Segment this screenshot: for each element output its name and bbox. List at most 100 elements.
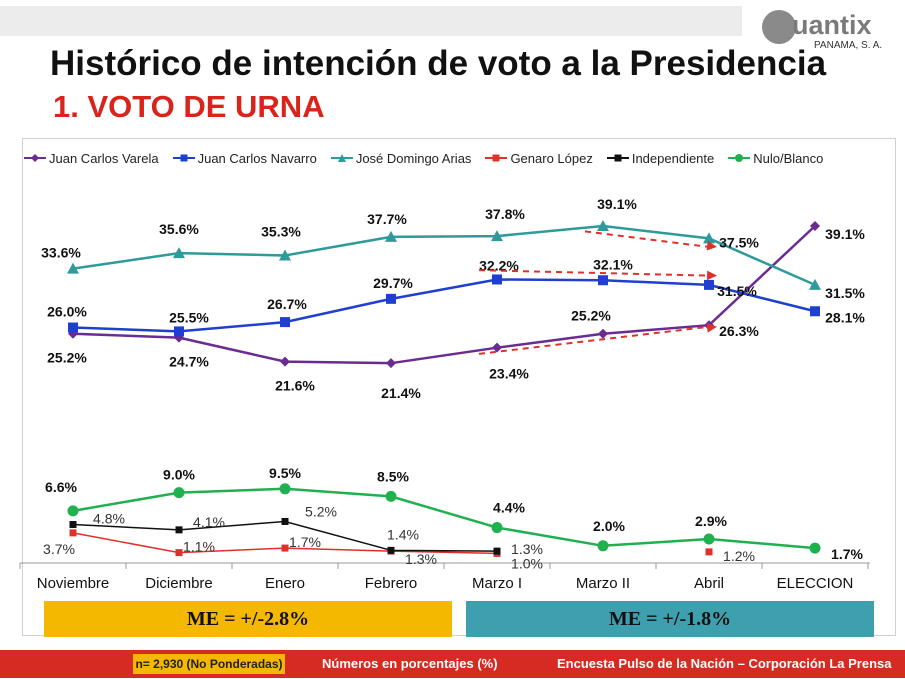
juan-carlos-navarro-data-label: 32.1% bbox=[593, 256, 633, 272]
independiente-point bbox=[493, 547, 501, 555]
units-note: Números en porcentajes (%) bbox=[322, 656, 498, 671]
juan-carlos-varela-data-label: 25.2% bbox=[47, 350, 87, 366]
independiente-data-label: 4.1% bbox=[193, 514, 225, 530]
genaro-lopez-point bbox=[705, 548, 713, 556]
independiente-point bbox=[175, 526, 183, 534]
nulo-blanco-data-label: 4.4% bbox=[493, 500, 525, 516]
page-title: Histórico de intención de voto a la Pres… bbox=[50, 44, 827, 83]
legend-item-juan-carlos-navarro: Juan Carlos Navarro bbox=[172, 150, 317, 166]
nulo-blanco-data-label: 8.5% bbox=[377, 468, 409, 484]
jose-domingo-arias-point bbox=[385, 230, 397, 242]
sample-size: n= 2,930 (No Ponderadas) bbox=[133, 654, 285, 674]
chart-legend: Juan Carlos Varela Juan Carlos Navarro Jos… bbox=[24, 146, 894, 170]
nulo-blanco-data-label: 2.9% bbox=[695, 513, 727, 529]
juan-carlos-navarro-point bbox=[386, 293, 396, 304]
legend-label: Nulo/Blanco bbox=[753, 150, 824, 166]
juan-carlos-navarro-data-label: 32.2% bbox=[479, 257, 519, 273]
juan-carlos-navarro-line bbox=[72, 278, 816, 333]
independiente-data-label: 5.2% bbox=[305, 503, 337, 519]
legend-circle-icon bbox=[728, 154, 751, 162]
x-tick-label: Abril bbox=[694, 575, 724, 592]
nulo-blanco-data-label: 9.0% bbox=[163, 467, 195, 483]
jose-domingo-arias-point bbox=[597, 220, 609, 231]
legend-item-juan-carlos-varela: Juan Carlos Varela bbox=[24, 151, 159, 166]
nulo-blanco-data-label: 6.6% bbox=[45, 479, 77, 495]
nulo-blanco-point bbox=[703, 533, 715, 545]
juan-carlos-navarro-point bbox=[704, 279, 714, 290]
legend-square-icon bbox=[172, 154, 195, 162]
genaro-lopez-data-label: 3.7% bbox=[43, 541, 75, 557]
genaro-lopez-data-label: 1.0% bbox=[511, 555, 543, 571]
nulo-blanco-point bbox=[279, 483, 291, 495]
legend-label: Juan Carlos Navarro bbox=[197, 150, 317, 166]
juan-carlos-varela-line bbox=[72, 225, 816, 365]
nulo-blanco-point bbox=[385, 490, 397, 502]
trend-arrow-head-icon bbox=[706, 241, 717, 251]
juan-carlos-varela-point bbox=[810, 221, 820, 231]
company-logo: uantix PANAMA, S. A. bbox=[762, 8, 898, 56]
margin-of-error-right: ME = +/-1.8% bbox=[466, 601, 874, 637]
juan-carlos-varela-data-label: 26.3% bbox=[719, 323, 759, 339]
x-tick-label: Diciembre bbox=[145, 575, 213, 592]
independiente-data-label: 4.8% bbox=[93, 511, 125, 527]
juan-carlos-varela-point bbox=[492, 342, 502, 353]
juan-carlos-navarro-point bbox=[810, 306, 820, 317]
legend-diamond-icon bbox=[24, 154, 46, 162]
jose-domingo-arias-data-label: 31.5% bbox=[825, 285, 865, 301]
top-bar bbox=[0, 6, 742, 36]
genaro-lopez-data-label: 1.3% bbox=[405, 551, 437, 567]
genaro-lopez-point bbox=[281, 544, 289, 552]
trend-arrow-line bbox=[478, 269, 710, 277]
nulo-blanco-point bbox=[809, 542, 821, 554]
jose-domingo-arias-data-label: 33.6% bbox=[41, 245, 81, 261]
nulo-blanco-data-label: 2.0% bbox=[593, 518, 625, 534]
trend-arrow-line bbox=[478, 325, 710, 355]
trend-arrow-line bbox=[584, 230, 710, 248]
nulo-blanco-point bbox=[173, 487, 185, 499]
line-chart: Noviembre Diciembre Enero Febrero Marzo I Mar… bbox=[19, 196, 870, 592]
independiente-point bbox=[281, 517, 289, 525]
genaro-lopez-data-label: 1.2% bbox=[723, 548, 755, 564]
logo-q-icon bbox=[762, 10, 796, 44]
jose-domingo-arias-data-label: 35.6% bbox=[159, 221, 199, 237]
juan-carlos-navarro-data-label: 28.1% bbox=[825, 309, 865, 325]
trend-arrow-head-icon bbox=[706, 270, 717, 281]
legend-square-icon bbox=[606, 154, 629, 162]
footer-bar: n= 2,930 (No Ponderadas) Números en porc… bbox=[0, 650, 905, 678]
nulo-blanco-point bbox=[67, 505, 79, 517]
jose-domingo-arias-data-label: 39.1% bbox=[597, 196, 637, 212]
juan-carlos-varela-data-label: 39.1% bbox=[825, 226, 865, 242]
jose-domingo-arias-point bbox=[703, 232, 715, 244]
legend-label: Juan Carlos Varela bbox=[49, 150, 159, 166]
logo-subtext: PANAMA, S. A. bbox=[814, 40, 883, 51]
legend-item-jose-domingo-arias: José Domingo Arias bbox=[330, 150, 472, 166]
legend-square-icon bbox=[485, 154, 508, 162]
juan-carlos-varela-data-label: 21.4% bbox=[381, 385, 421, 401]
genaro-lopez-point bbox=[175, 549, 183, 557]
jose-domingo-arias-data-label: 37.8% bbox=[485, 206, 525, 222]
juan-carlos-varela-data-label: 21.6% bbox=[275, 378, 315, 394]
genaro-lopez-data-label: 1.1% bbox=[183, 539, 215, 555]
juan-carlos-varela-point bbox=[386, 358, 396, 369]
juan-carlos-navarro-point bbox=[174, 326, 184, 337]
juan-carlos-varela-data-label: 23.4% bbox=[489, 366, 529, 382]
independiente-data-label: 1.3% bbox=[511, 541, 543, 557]
juan-carlos-varela-point bbox=[280, 356, 290, 367]
juan-carlos-varela-data-label: 25.2% bbox=[571, 308, 611, 324]
x-tick-label: Marzo I bbox=[472, 575, 522, 592]
x-tick-label: Marzo II bbox=[576, 575, 630, 592]
jose-domingo-arias-data-label: 35.3% bbox=[261, 223, 301, 239]
page-subtitle: 1. VOTO DE URNA bbox=[53, 89, 325, 124]
jose-domingo-arias-point bbox=[809, 278, 821, 290]
source-note: Encuesta Pulso de la Nación – Corporació… bbox=[557, 656, 892, 671]
margin-of-error-left: ME = +/-2.8% bbox=[44, 601, 452, 637]
juan-carlos-navarro-point bbox=[492, 274, 502, 285]
juan-carlos-navarro-data-label: 26.7% bbox=[267, 296, 307, 312]
legend-item-genaro-lopez: Genaro López bbox=[485, 151, 593, 166]
juan-carlos-varela-point bbox=[598, 328, 608, 339]
nulo-blanco-line bbox=[72, 487, 816, 550]
genaro-lopez-point bbox=[69, 529, 77, 537]
juan-carlos-navarro-data-label: 26.0% bbox=[47, 304, 87, 320]
genaro-lopez-data-label: 1.7% bbox=[289, 534, 321, 550]
legend-label: José Domingo Arias bbox=[355, 150, 472, 166]
